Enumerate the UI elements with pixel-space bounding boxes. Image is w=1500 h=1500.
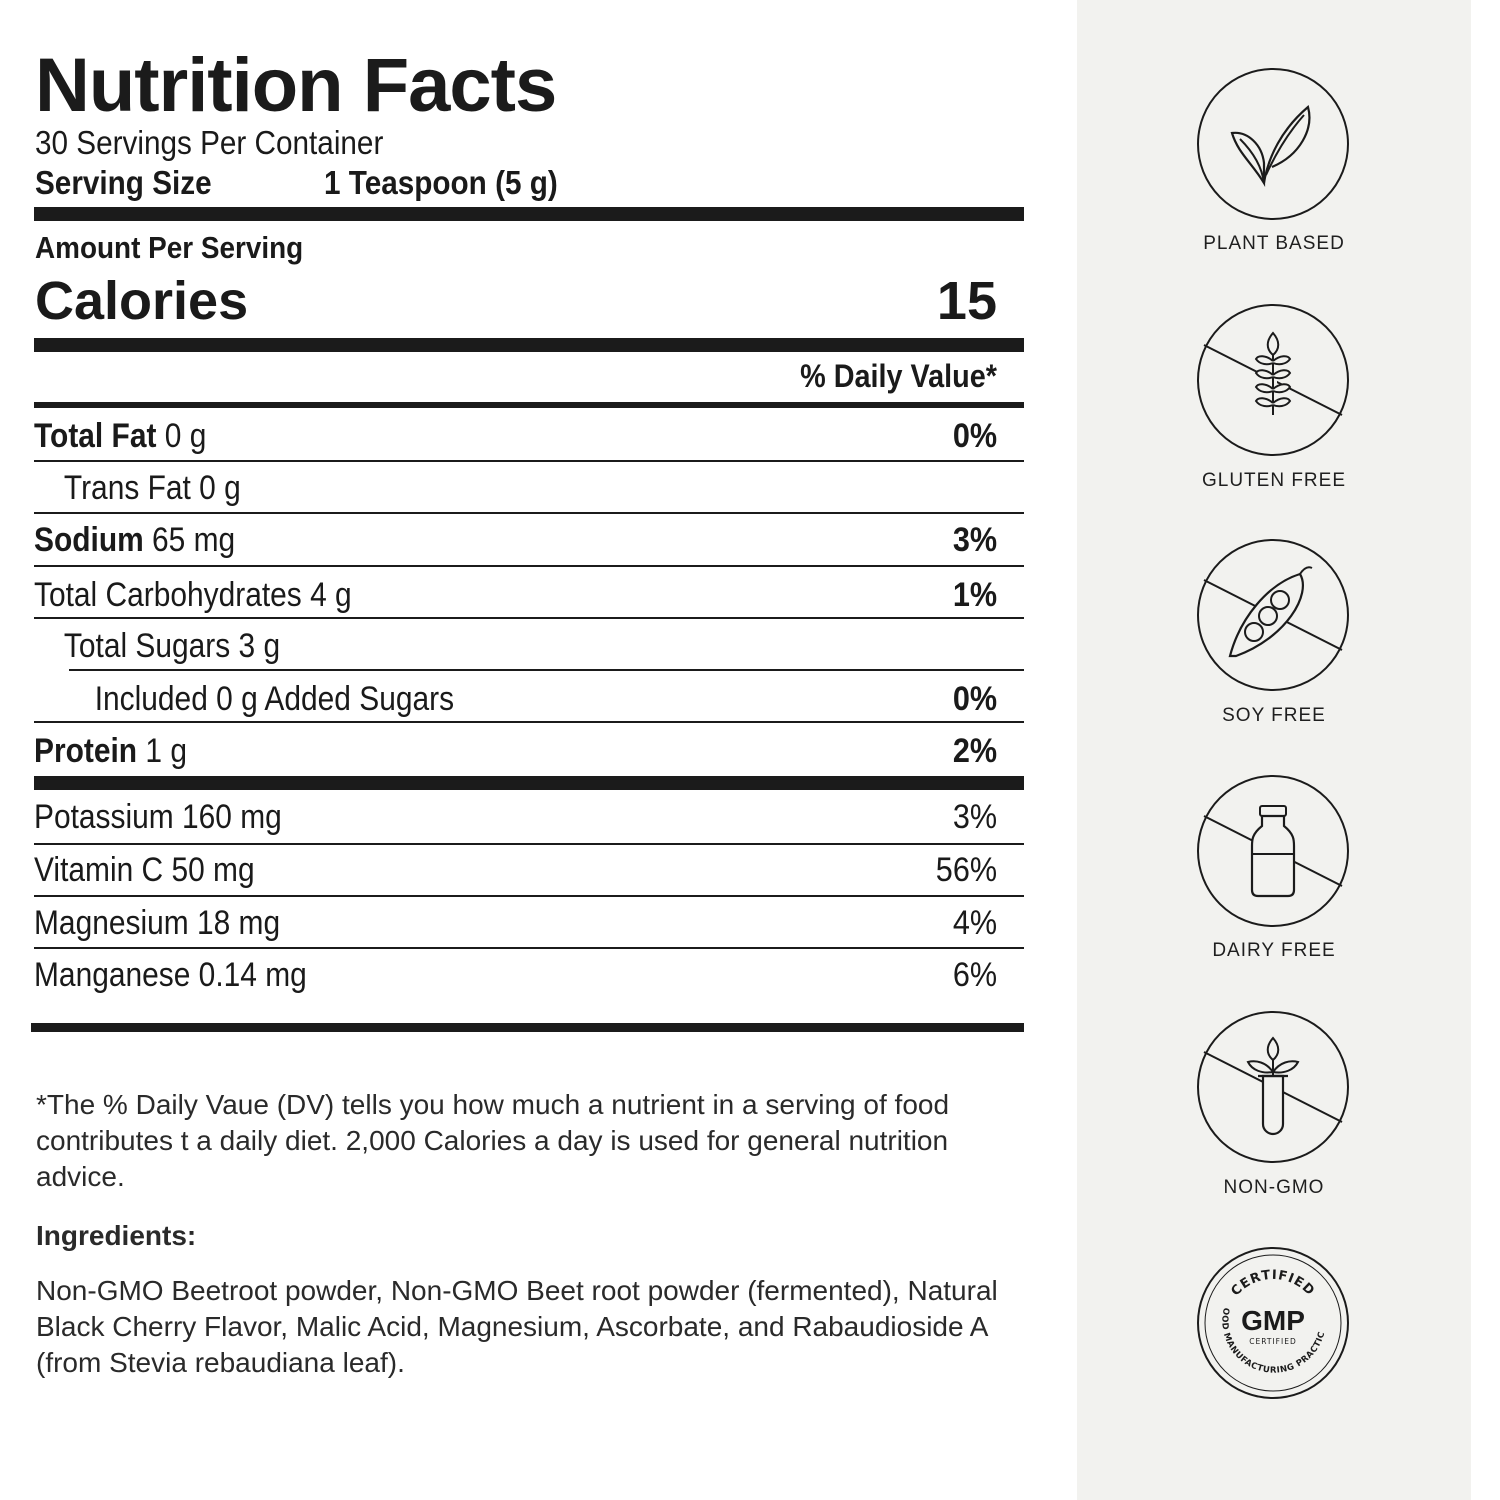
micronutrient-text: Potassium 160 mg: [34, 798, 282, 836]
badge-non-gmo: NON-GMO: [1196, 1010, 1352, 1198]
test-tube-plant-icon: [1197, 1011, 1349, 1163]
nutrient-row-trans-fat: Trans Fat 0 g: [34, 468, 997, 508]
badge-label: SOY FREE: [1222, 705, 1326, 726]
badge-dairy-free: DAIRY FREE: [1196, 774, 1352, 961]
serving-size-label: Serving Size: [35, 164, 212, 201]
divider-thick: [34, 338, 1024, 352]
nutrient-amount: 1 g: [145, 732, 187, 770]
divider-thin: [34, 565, 1024, 567]
daily-value-header: % Daily Value*: [800, 358, 997, 394]
divider-thin: [34, 460, 1024, 462]
badge-label: PLANT BASED: [1203, 233, 1345, 254]
wheat-icon: [1197, 304, 1349, 456]
divider-thin: [34, 843, 1024, 845]
amount-per-serving: Amount Per Serving: [35, 230, 304, 265]
servings-per-container: 30 Servings Per Container: [35, 124, 384, 161]
nutrient-row-total-carbohydrates: Total Carbohydrates 4 g 1%: [34, 575, 997, 615]
nutrient-amount: 0 g: [164, 417, 207, 455]
ingredients-text: Non-GMO Beetroot powder, Non-GMO Beet ro…: [36, 1275, 998, 1378]
milk-bottle-icon: [1197, 775, 1349, 927]
badge-soy-free: SOY FREE: [1196, 538, 1352, 726]
divider-thin: [34, 512, 1024, 514]
nutrient-daily-value: 3%: [952, 521, 997, 559]
badge-gmp-certified: CERTIFIED GOOD MANUFACTURING PRACTICE GM…: [1196, 1246, 1352, 1400]
micronutrient-row-manganese: Manganese 0.14 mg 6%: [34, 955, 997, 995]
nutrient-amount: Total Sugars 3 g: [63, 627, 281, 665]
nutrient-name: Sodium: [34, 521, 144, 559]
svg-text:CERTIFIED: CERTIFIED: [1228, 1268, 1317, 1299]
nutrient-amount: Total Carbohydrates 4 g: [34, 576, 352, 614]
nutrient-daily-value: 0%: [952, 680, 997, 718]
nutrient-row-protein: Protein 1 g 2%: [34, 731, 997, 771]
nutrient-daily-value: 1%: [952, 576, 997, 614]
nutrient-name: Total Fat: [34, 417, 157, 455]
daily-value-footnote: *The % Daily Vaue (DV) tells you how muc…: [36, 1089, 950, 1192]
divider-thin: [34, 895, 1024, 897]
divider-thin: [34, 721, 1024, 723]
nutrient-daily-value: 0%: [952, 417, 997, 455]
gmp-seal-icon: CERTIFIED GOOD MANUFACTURING PRACTICE GM…: [1196, 1246, 1349, 1399]
nutrient-row-total-sugars: Total Sugars 3 g: [34, 626, 997, 666]
divider-medium: [34, 402, 1024, 408]
divider-thin: [34, 617, 1024, 619]
label-title: Nutrition Facts: [35, 43, 557, 128]
nutrient-row-added-sugars: Included 0 g Added Sugars 0%: [34, 679, 997, 719]
divider-thin: [69, 669, 1024, 671]
leaf-icon: [1197, 68, 1349, 220]
badge-label: NON-GMO: [1223, 1177, 1325, 1198]
divider-thin: [34, 947, 1024, 949]
serving-size-value: 1 Teaspoon (5 g): [324, 164, 558, 201]
gmp-sub-text: CERTIFIED: [1249, 1337, 1296, 1346]
micronutrient-daily-value: 56%: [935, 851, 997, 889]
nutrient-amount: Trans Fat 0 g: [63, 469, 241, 507]
micronutrient-row-magnesium: Magnesium 18 mg 4%: [34, 903, 997, 943]
badge-plant-based: PLANT BASED: [1196, 67, 1352, 254]
soy-pod-icon: [1197, 539, 1349, 691]
calories-label: Calories: [35, 271, 249, 331]
nutrient-daily-value: 2%: [952, 732, 997, 770]
nutrient-name: Protein: [34, 732, 138, 770]
micronutrient-row-vitamin-c: Vitamin C 50 mg 56%: [34, 850, 997, 890]
micronutrient-text: Vitamin C 50 mg: [34, 851, 255, 889]
nutrient-amount: 65 mg: [152, 521, 236, 559]
gmp-ring-top-text: CERTIFIED: [1228, 1268, 1316, 1299]
micronutrient-text: Manganese 0.14 mg: [34, 956, 307, 994]
divider-bottom: [31, 1023, 1024, 1032]
divider-thick: [34, 776, 1024, 790]
calories-value: 15: [936, 271, 997, 331]
micronutrient-daily-value: 6%: [952, 956, 997, 994]
micronutrient-text: Magnesium 18 mg: [34, 904, 281, 942]
gmp-center-text: GMP: [1241, 1305, 1305, 1336]
nutrient-row-sodium: Sodium 65 mg 3%: [34, 520, 997, 560]
badge-gluten-free: GLUTEN FREE: [1196, 303, 1352, 491]
micronutrient-row-potassium: Potassium 160 mg 3%: [34, 797, 997, 837]
ingredients-title: Ingredients:: [36, 1220, 197, 1251]
badges-sidebar: [1077, 0, 1471, 1500]
nutrition-label: Nutrition Facts 30 Servings Per Containe…: [31, 43, 1024, 1378]
nutrient-row-total-fat: Total Fat 0 g 0%: [34, 416, 997, 456]
badge-label: DAIRY FREE: [1212, 940, 1336, 961]
micronutrient-daily-value: 3%: [952, 798, 997, 836]
badge-label: GLUTEN FREE: [1201, 470, 1347, 491]
nutrient-amount: Included 0 g Added Sugars: [94, 680, 455, 718]
micronutrient-daily-value: 4%: [952, 904, 997, 942]
divider-thick: [34, 207, 1024, 221]
